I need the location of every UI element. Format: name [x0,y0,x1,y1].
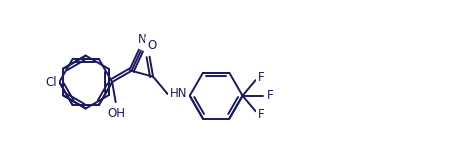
Text: Cl: Cl [45,76,57,88]
Text: N: N [137,32,146,45]
Text: HN: HN [169,87,186,100]
Text: F: F [266,89,273,102]
Text: F: F [257,71,264,84]
Text: OH: OH [107,107,125,120]
Text: F: F [257,108,264,121]
Text: O: O [146,39,156,52]
